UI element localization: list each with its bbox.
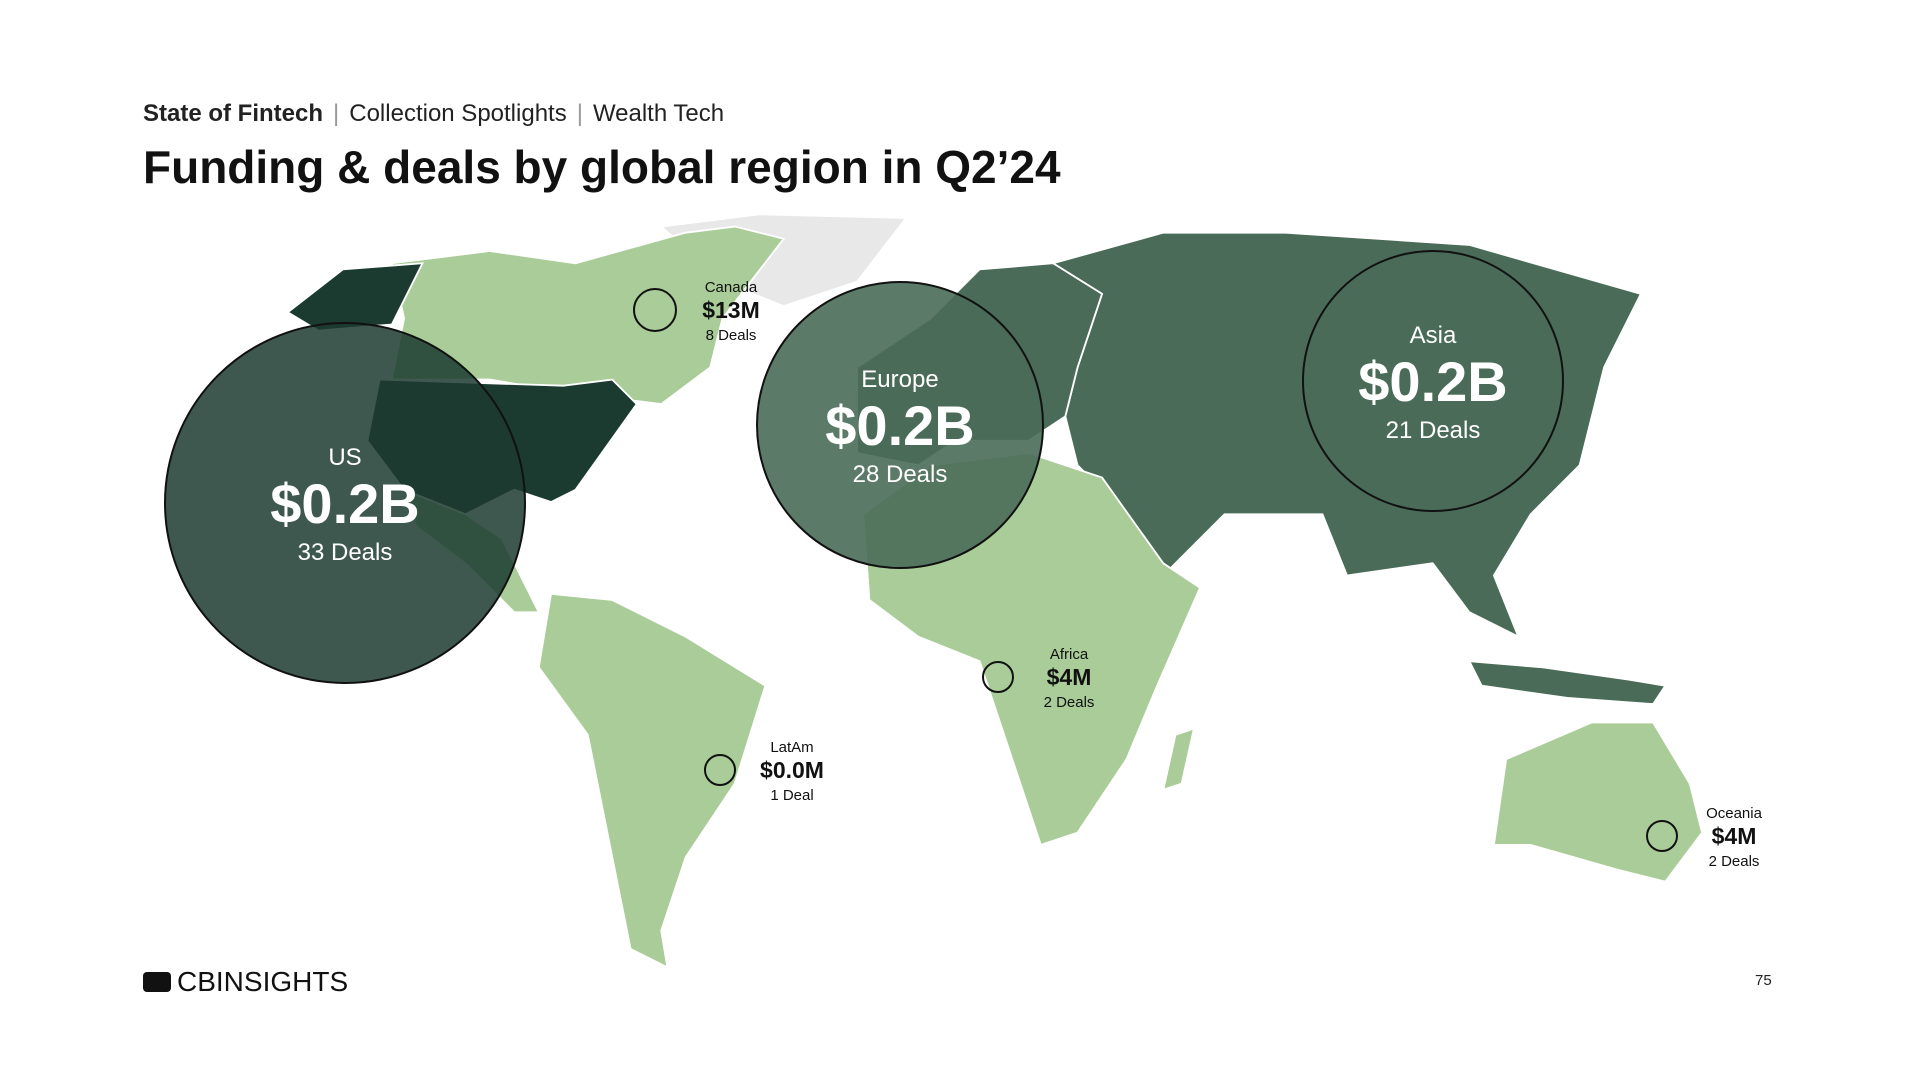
bubble [1302,250,1564,512]
region-funding: $0.2B [270,472,419,535]
region-deals: 8 Deals [706,327,757,344]
title: Funding & deals by global region in Q2’2… [143,141,1061,193]
region-deals: 28 Deals [853,461,948,488]
region-funding: $4M [1047,664,1092,690]
logo-mark [143,972,171,992]
separator: | [333,100,340,127]
region-funding: $0.0M [760,757,824,783]
region-funding: $13M [702,297,760,323]
region-name: LatAm [770,739,813,756]
crumb: Collection Spotlights [349,100,567,127]
logo-text: CBINSIGHTS [177,966,349,997]
region-name: Canada [705,279,758,296]
indonesia [1467,660,1667,706]
crumb: Wealth Tech [592,100,725,127]
bubble [756,281,1044,569]
region-deals: 2 Deals [1709,853,1760,870]
region-deals: 33 Deals [298,539,393,566]
region-funding: $0.2B [825,394,974,457]
region-name: Europe [861,366,938,393]
region-name: Asia [1410,322,1457,349]
separator: | [576,100,583,127]
page-number: 75 [1755,972,1772,989]
region-deals: 1 Deal [770,787,813,804]
bubble [164,322,526,684]
bubble [1646,820,1678,852]
region-name: US [328,444,361,471]
madagascar [1162,727,1196,792]
bubble [982,661,1014,693]
alaska [286,262,424,332]
breadcrumbs: State of Fintech | Collection Spotlights | W… [143,100,724,128]
south-america [537,592,767,969]
bubble [704,754,736,786]
bubble [633,288,677,332]
region-funding: $4M [1712,823,1757,849]
region-deals: 2 Deals [1044,694,1095,711]
region-deals: 21 Deals [1386,417,1481,444]
region-funding: $0.2B [1358,350,1507,413]
logo: CBINSIGHTS [143,966,348,998]
region-name: Africa [1050,646,1089,663]
crumb: State of Fintech [143,100,324,127]
australia [1492,721,1704,883]
region-name: Oceania [1706,805,1763,822]
